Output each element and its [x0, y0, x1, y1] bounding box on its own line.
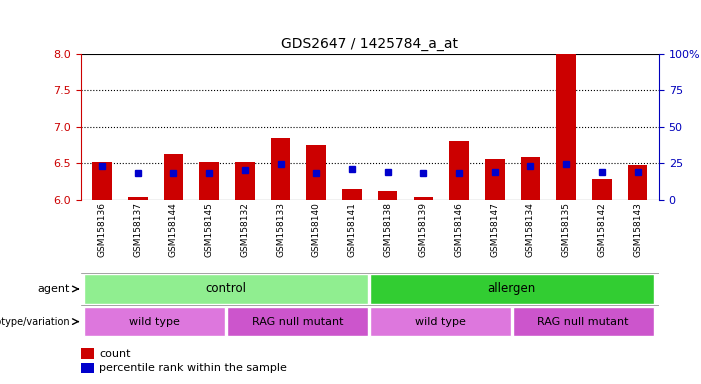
- Bar: [81, 349, 94, 359]
- Bar: [378, 191, 397, 200]
- Bar: [84, 274, 368, 304]
- Text: wild type: wild type: [129, 316, 180, 327]
- Text: genotype/variation: genotype/variation: [0, 316, 70, 327]
- Bar: [235, 162, 254, 200]
- Title: GDS2647 / 1425784_a_at: GDS2647 / 1425784_a_at: [281, 37, 458, 51]
- Bar: [557, 54, 576, 200]
- Bar: [370, 307, 511, 336]
- Text: percentile rank within the sample: percentile rank within the sample: [100, 363, 287, 373]
- Text: allergen: allergen: [488, 283, 536, 295]
- Bar: [512, 307, 653, 336]
- Bar: [342, 189, 362, 200]
- Text: control: control: [205, 283, 247, 295]
- Bar: [199, 162, 219, 200]
- Bar: [449, 141, 469, 200]
- Bar: [521, 157, 540, 200]
- Bar: [627, 166, 647, 200]
- Bar: [163, 154, 183, 200]
- Text: RAG null mutant: RAG null mutant: [252, 316, 343, 327]
- Bar: [306, 145, 326, 200]
- Bar: [485, 159, 505, 200]
- Text: agent: agent: [38, 284, 70, 294]
- Text: wild type: wild type: [415, 316, 465, 327]
- Text: count: count: [100, 349, 131, 359]
- Bar: [84, 307, 225, 336]
- Bar: [370, 274, 653, 304]
- Bar: [414, 197, 433, 200]
- Bar: [128, 197, 147, 200]
- Bar: [592, 179, 612, 200]
- Bar: [227, 307, 368, 336]
- Text: RAG null mutant: RAG null mutant: [538, 316, 629, 327]
- Bar: [271, 138, 290, 200]
- Bar: [93, 162, 112, 200]
- Bar: [81, 363, 94, 373]
